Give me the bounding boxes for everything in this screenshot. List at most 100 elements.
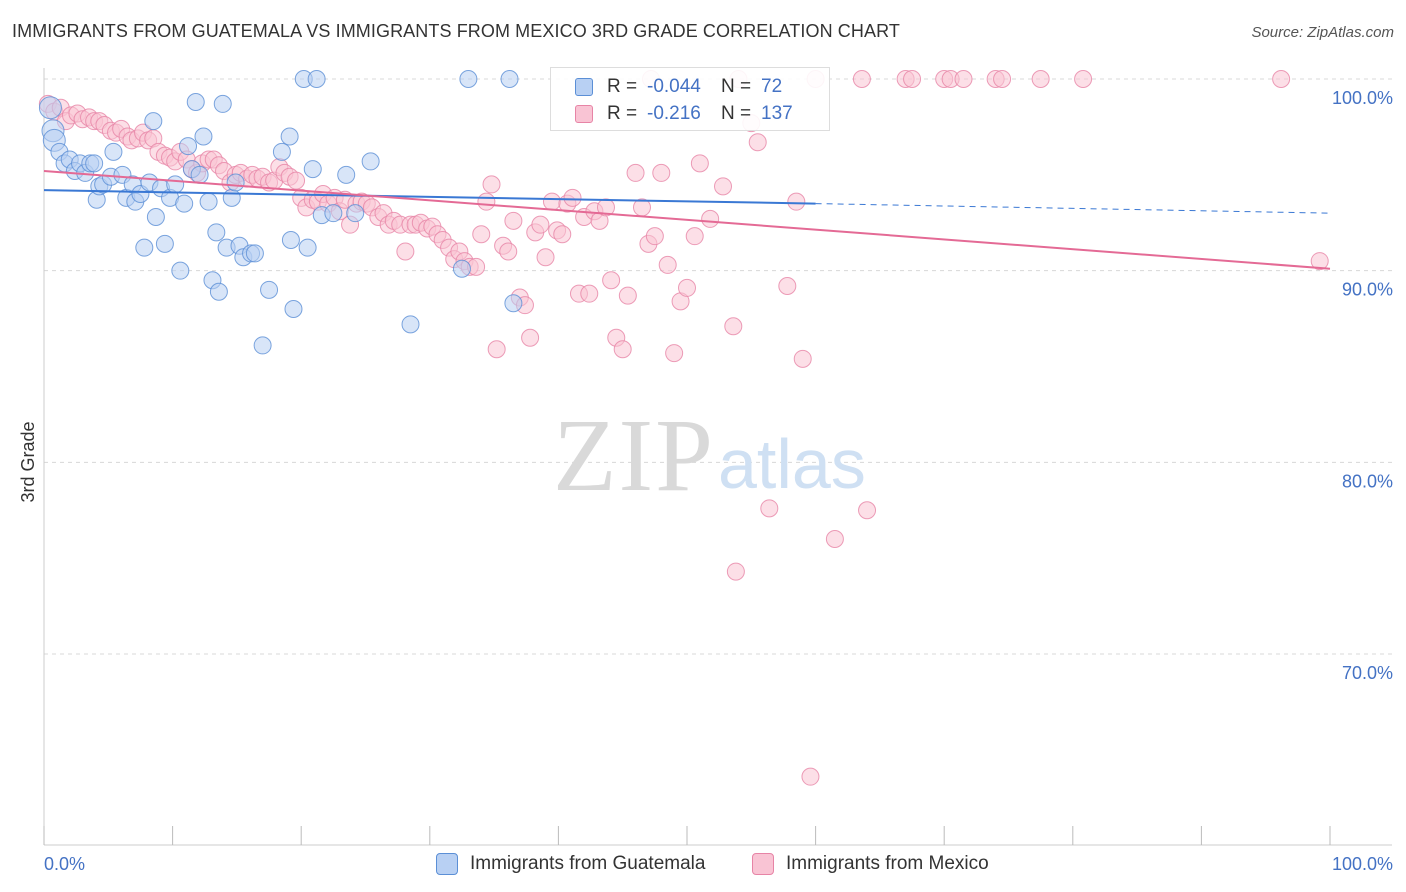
trend-lines [43, 170, 1331, 270]
mexico-point [658, 255, 677, 274]
guatemala-point [280, 127, 299, 146]
guatemala-point [85, 154, 104, 173]
guatemala-point [245, 244, 264, 263]
legend-n-value-guatemala: 72 [761, 76, 783, 97]
y-tick-label: 70.0% [1342, 663, 1393, 683]
guatemala-point [324, 204, 343, 223]
guatemala-point [303, 160, 322, 179]
mexico-point [858, 501, 877, 520]
mexico-point [596, 198, 615, 217]
mexico-point [993, 70, 1012, 88]
mexico-point [626, 163, 645, 182]
mexico-point [678, 278, 696, 297]
mexico-point [536, 248, 555, 267]
mexico-point [714, 177, 733, 196]
guatemala-point [166, 175, 185, 194]
legend-r-label: R = [607, 103, 638, 124]
guatemala-point [272, 142, 291, 161]
guatemala-point [171, 261, 190, 280]
guatemala-point [253, 336, 272, 355]
mexico-point [472, 225, 491, 244]
legend-n-label: N = [721, 76, 752, 97]
mexico-point [825, 530, 844, 548]
y-tick-label: 80.0% [1342, 471, 1393, 491]
mexico-point [793, 349, 812, 368]
mexico-point [487, 340, 506, 359]
y-tick-label: 90.0% [1342, 280, 1393, 300]
guatemala-point [194, 127, 213, 146]
guatemala-point [146, 208, 165, 226]
mexico-point [521, 328, 540, 347]
guatemala-point [337, 165, 356, 184]
watermark-zip: ZIP [553, 398, 715, 513]
mexico-point [852, 70, 871, 88]
guatemala-point [190, 165, 209, 184]
mexico-point [903, 70, 922, 88]
tick-labels: 100.0% 90.0% 80.0% 70.0% 0.0% 100.0% 3rd Grade [18, 88, 1393, 874]
mexico-point [1272, 70, 1291, 88]
guatemala-point [401, 315, 420, 334]
guatemala-point [207, 223, 226, 242]
mexico-point [701, 209, 720, 228]
guatemala-point [155, 234, 174, 253]
guatemala-point [361, 152, 380, 171]
mexico-point [685, 227, 704, 246]
guatemala-point [226, 173, 245, 192]
mexico-point [748, 133, 767, 152]
guatemala-trend-line [43, 189, 816, 205]
mexico-point [726, 562, 745, 581]
guatemala-point [209, 282, 228, 301]
mexico-point [618, 286, 637, 305]
mexico-point [778, 277, 797, 295]
watermark-atlas: atlas [718, 425, 866, 503]
stats-legend: R = -0.044 N = 72 R = -0.216 N = 137 [550, 67, 830, 131]
guatemala-point [284, 300, 303, 318]
mexico-point [787, 192, 806, 211]
series-guatemala-points [38, 70, 523, 355]
mexico-trend-line [43, 170, 1331, 270]
mexico-point [602, 271, 621, 290]
mexico-point [563, 188, 582, 207]
axis-layer [43, 68, 1392, 846]
x-tick-label-min: 0.0% [44, 854, 85, 874]
bottom-legend-label-mexico: Immigrants from Mexico [786, 853, 989, 874]
mexico-point [760, 499, 779, 518]
mexico-point [482, 175, 501, 194]
bottom-legend-swatch-guatemala [436, 853, 458, 875]
bottom-legend-mexico: Immigrants from Mexico [752, 851, 989, 877]
legend-swatch-mexico [575, 105, 593, 123]
mexico-point [1031, 70, 1050, 88]
legend-n-value-mexico: 137 [761, 103, 793, 124]
legend-r-value-guatemala: -0.044 [647, 76, 701, 97]
guatemala-point [504, 294, 523, 313]
legend-row-mexico: R = -0.216 N = 137 [575, 102, 793, 126]
y-tick-label: 100.0% [1332, 88, 1393, 108]
guatemala-point [175, 194, 194, 213]
mexico-point [1074, 70, 1093, 88]
mexico-point [531, 215, 550, 234]
y-axis-label: 3rd Grade [18, 421, 38, 502]
mexico-point [724, 317, 743, 336]
legend-row-guatemala: R = -0.044 N = 72 [575, 75, 782, 99]
mexico-point [504, 211, 523, 230]
bottom-legend-guatemala: Immigrants from Guatemala [436, 851, 705, 877]
mexico-point [690, 154, 709, 173]
guatemala-point [179, 137, 198, 156]
x-tick-label-max: 100.0% [1332, 854, 1393, 874]
mexico-point [580, 284, 599, 303]
legend-swatch-guatemala [575, 78, 593, 96]
mexico-point [553, 225, 572, 244]
legend-n-label: N = [721, 103, 752, 124]
guatemala-point [452, 259, 471, 278]
guatemala-point [135, 238, 154, 257]
guatemala-point [500, 70, 519, 88]
guatemala-trend-extension [815, 203, 1331, 214]
guatemala-point [222, 188, 241, 207]
guatemala-point [298, 238, 317, 257]
mexico-point [499, 242, 518, 261]
mexico-point [542, 192, 561, 211]
legend-r-value-mexico: -0.216 [647, 103, 701, 124]
grid-layer [44, 78, 1392, 655]
guatemala-point [186, 93, 205, 111]
mexico-point [287, 171, 306, 190]
